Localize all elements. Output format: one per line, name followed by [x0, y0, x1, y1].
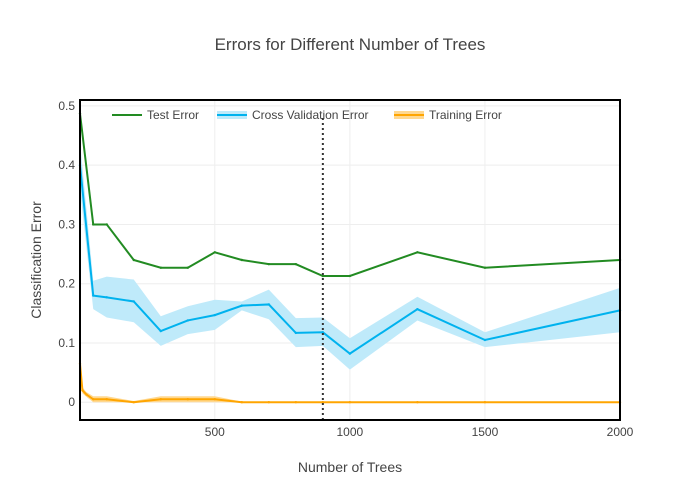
x-axis-ticks: 500 1000 1500 2000 — [205, 425, 634, 439]
training-error-point — [186, 398, 189, 401]
legend: Test Error Cross Validation Error Training… — [112, 108, 502, 122]
test-error-point — [267, 262, 271, 266]
training-error-point — [483, 401, 487, 404]
test-error-point — [159, 266, 162, 269]
training-error-point — [416, 401, 419, 404]
y-tick-label: 0.2 — [58, 277, 75, 291]
cross-validation-error-point — [416, 307, 419, 311]
cross-validation-error-point — [132, 300, 135, 303]
training-error-point — [132, 401, 135, 404]
cross-validation-error-point — [159, 329, 162, 333]
cross-validation-error-point — [240, 304, 244, 307]
x-axis-title: Number of Trees — [298, 459, 402, 475]
test-error-point — [294, 262, 298, 266]
test-error-point — [186, 266, 189, 269]
cross-validation-error-point — [321, 331, 325, 334]
training-error-point — [81, 389, 84, 392]
cross-validation-error-point — [186, 319, 189, 322]
y-tick-label: 0.4 — [58, 158, 75, 172]
training-error-point — [213, 398, 216, 401]
test-error-point — [92, 223, 95, 226]
cross-validation-error-point — [105, 296, 108, 299]
training-error-point — [105, 398, 108, 401]
plot-area-border — [79, 99, 621, 421]
y-tick-label: 0 — [68, 395, 75, 409]
cross-validation-error-point — [483, 338, 487, 342]
test-error-point — [416, 251, 419, 254]
test-error-point — [321, 274, 325, 278]
x-tick-label: 1000 — [337, 425, 364, 439]
training-error-point — [240, 401, 244, 404]
cross-validation-error-legend-label: Cross Validation Error — [252, 108, 368, 122]
y-tick-label: 0.3 — [58, 217, 75, 231]
series-lines — [78, 112, 622, 404]
x-tick-label: 500 — [205, 425, 225, 439]
test-error-point — [213, 251, 216, 254]
y-axis-title: Classification Error — [28, 201, 44, 319]
training-error-point — [85, 393, 88, 396]
training-error-point — [294, 401, 298, 404]
test-error-point — [105, 223, 108, 226]
cross-validation-error-point — [267, 303, 271, 306]
test-error-legend-label: Test Error — [147, 108, 199, 122]
cross-validation-error-point — [92, 294, 95, 297]
y-axis-ticks: 0 0.1 0.2 0.3 0.4 0.5 — [58, 99, 75, 409]
training-error-point — [267, 401, 271, 404]
cross-validation-error-point — [348, 352, 352, 355]
cross-validation-error-point — [213, 313, 216, 317]
cross-validation-error-point — [294, 331, 298, 335]
test-error-point — [132, 258, 135, 262]
test-error-point — [348, 274, 352, 278]
chart-title: Errors for Different Number of Trees — [215, 35, 486, 54]
training-error-point — [348, 401, 352, 404]
training-error-point — [92, 398, 95, 401]
cross-validation-error-band — [80, 141, 620, 370]
confidence-bands — [80, 141, 620, 403]
training-error-point — [321, 401, 325, 404]
test-error-point — [240, 258, 244, 262]
training-error-legend-label: Training Error — [429, 108, 502, 122]
test-error-point — [483, 266, 487, 269]
x-tick-label: 1500 — [472, 425, 499, 439]
y-tick-label: 0.5 — [58, 99, 75, 113]
y-tick-label: 0.1 — [58, 336, 75, 350]
training-error-point — [159, 398, 162, 401]
gridlines — [80, 100, 621, 420]
x-tick-label: 2000 — [607, 425, 634, 439]
